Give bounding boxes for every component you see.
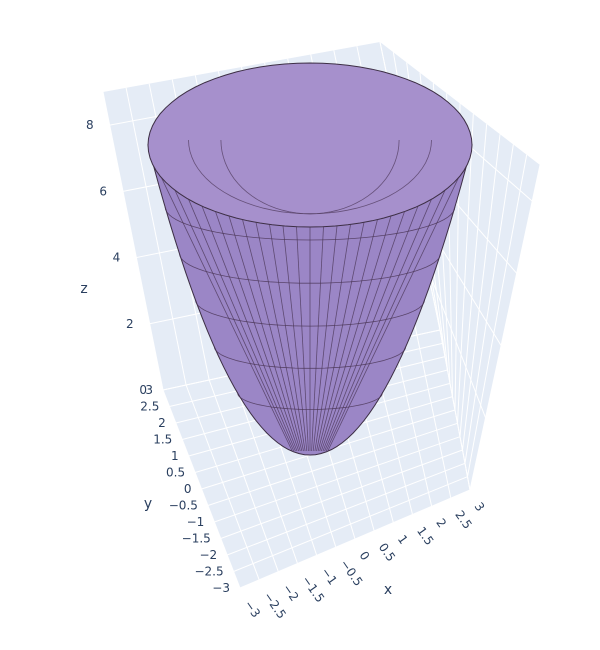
side-grid-v	[464, 144, 514, 464]
side-grid-v	[457, 113, 474, 424]
surface-meridian	[215, 211, 300, 452]
y-tick-label: 2	[158, 416, 166, 430]
z-tick-label: 0	[139, 383, 147, 397]
floor-grid-y	[226, 462, 466, 556]
back-grid-v	[102, 91, 164, 391]
surface-level-curve	[164, 206, 456, 241]
y-tick-label: −0.5	[169, 499, 198, 513]
x-tick-label: 0.5	[376, 540, 398, 564]
side-grid-v	[462, 134, 501, 451]
z-tick-label: 2	[126, 317, 134, 331]
back-grid-v	[125, 87, 187, 386]
z-tick-label: 6	[99, 184, 107, 198]
z-axis-title: z	[80, 281, 87, 297]
floor-grid-y	[207, 422, 458, 506]
surface-meridian	[317, 219, 378, 452]
floor-grid-y	[233, 476, 468, 572]
y-axis-title: y	[144, 496, 152, 512]
surface-level-curve	[213, 346, 407, 369]
surface-meridian	[201, 205, 298, 452]
floor-grid-y	[220, 449, 463, 539]
x-tick-label: −2	[280, 581, 302, 604]
surface-meridian	[296, 226, 309, 452]
floor-grid-y	[239, 489, 471, 589]
y-tick-label: 0	[184, 482, 192, 496]
x-tick-label: 2	[433, 516, 449, 530]
x-tick-label: 3	[472, 500, 488, 514]
surface-inner-contour	[188, 139, 432, 215]
y-tick-label: −3	[212, 581, 230, 595]
side-grid-v	[469, 164, 541, 491]
y-tick-label: 3	[145, 383, 153, 397]
paraboloid-surface	[147, 62, 473, 456]
z-tick-label: 4	[113, 251, 121, 265]
x-tick-label: −1	[318, 565, 340, 588]
y-tick-label: 2.5	[140, 400, 159, 414]
surface-meridian	[324, 199, 432, 452]
surface-meridian	[322, 205, 419, 452]
y-tick-label: 1.5	[153, 433, 172, 447]
y-tick-label: −2.5	[194, 565, 223, 579]
surface-meridian	[311, 226, 324, 452]
surface-meridian	[319, 215, 392, 452]
x-axis-title: x	[384, 582, 392, 598]
surface-meridian	[269, 224, 306, 452]
surface-rim	[147, 62, 473, 228]
z-tick-label: 8	[86, 118, 94, 132]
x-tick-label: 1.5	[414, 524, 436, 548]
surface-level-curve	[179, 253, 441, 284]
y-tick-label: 0.5	[166, 466, 185, 480]
y-tick-label: −1.5	[182, 532, 211, 546]
surface-meridian	[228, 215, 301, 452]
surface-meridian	[188, 199, 296, 452]
x-tick-label: 0	[357, 549, 373, 563]
floor-grid-y	[214, 436, 461, 523]
axis-tick-labels: 02468−3−2.5−2−1.5−1−0.500.511.522.53−3−2…	[86, 118, 487, 621]
surface-meridian	[255, 222, 304, 452]
surface-meridian	[312, 225, 338, 452]
x-tick-label: −3	[242, 598, 264, 621]
surface-level-curve	[237, 392, 383, 410]
y-tick-label: 1	[171, 449, 179, 463]
x-tick-label: 1	[395, 532, 411, 546]
x-tick-label: 2.5	[452, 508, 474, 532]
y-tick-label: −1	[187, 515, 205, 529]
surface-meridian	[320, 211, 405, 452]
surface-meridian	[282, 225, 308, 452]
surface-meridian	[314, 224, 351, 452]
side-grid-v	[459, 123, 488, 437]
surface-meridian	[316, 222, 365, 452]
surface-meridian	[242, 219, 303, 452]
y-tick-label: −2	[199, 548, 217, 562]
surface-level-curve	[195, 299, 425, 327]
side-grid-v	[467, 154, 528, 477]
